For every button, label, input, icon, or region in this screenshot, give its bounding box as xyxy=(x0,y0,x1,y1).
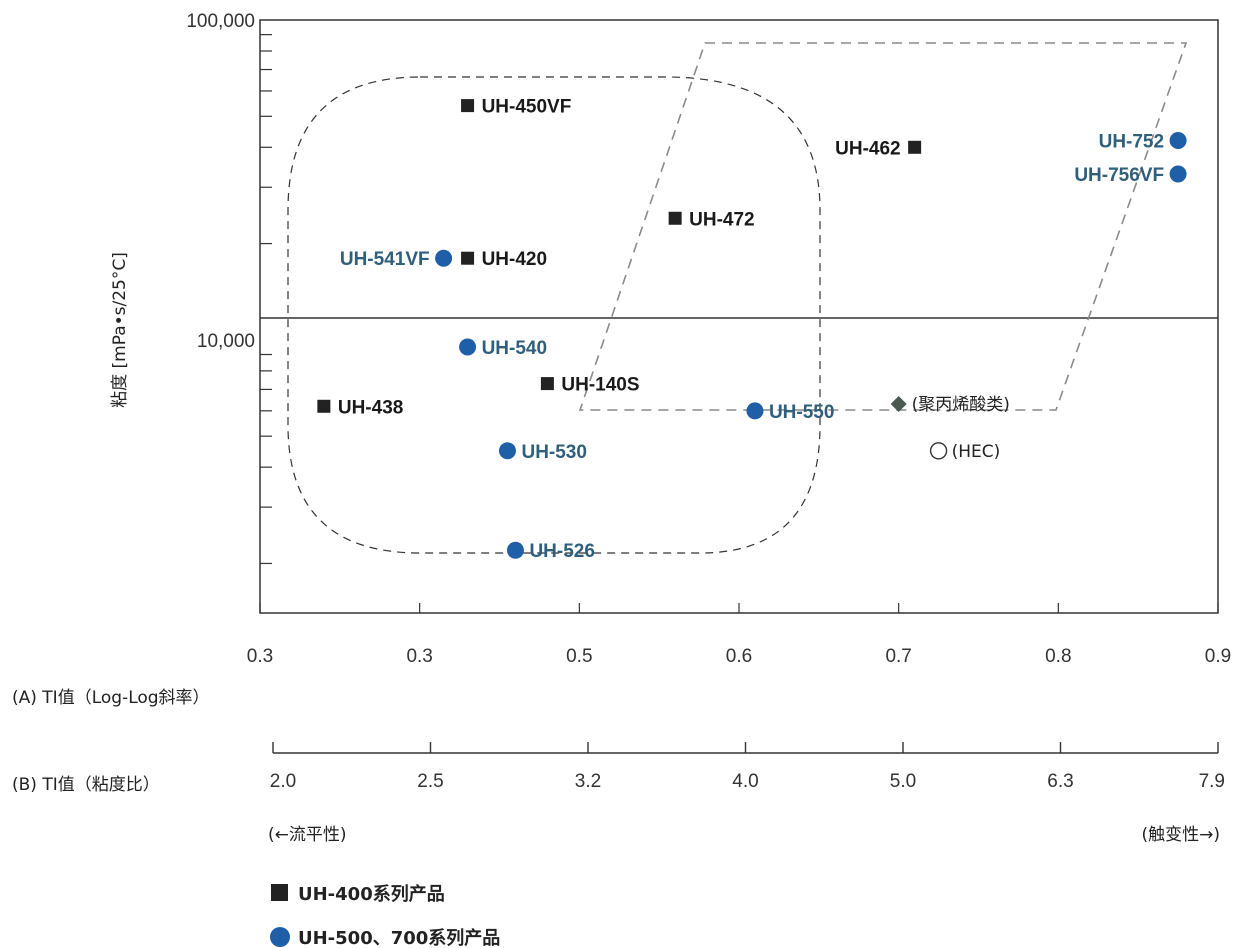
circle-marker xyxy=(1169,165,1187,183)
y-axis-title: 粘度 [mPa•s/25°C] xyxy=(110,252,130,408)
legend-circle-marker xyxy=(270,927,290,947)
point-label: UH-756VF xyxy=(1074,165,1164,186)
circle-marker xyxy=(498,442,516,460)
x-tick-label-a: 0.6 xyxy=(726,646,752,667)
y-tick-label: 100,000 xyxy=(186,11,255,32)
dashed-region-thixotropic xyxy=(578,42,1188,411)
x-axis-b-title: (B) TI值（粘度比） xyxy=(12,775,160,795)
point-label: UH-140S xyxy=(561,375,639,396)
point-label: UH-462 xyxy=(835,138,900,159)
circle-marker xyxy=(1169,132,1187,150)
circle-marker xyxy=(435,249,453,267)
circle-marker xyxy=(506,541,524,559)
x-axis-a-title: (A) TI值（Log-Log斜率） xyxy=(12,688,210,708)
y-axis-tick-labels: 100,000 10,000 xyxy=(186,11,255,352)
point-label: UH-450VF xyxy=(482,97,572,118)
point-label: UH-530 xyxy=(521,442,586,463)
x-axis-b-ticks xyxy=(272,742,1219,753)
x-tick-label-b: 4.0 xyxy=(732,771,758,792)
x-tick-label-a: 0.9 xyxy=(1205,646,1231,667)
legend: UH-400系列产品 UH-500、700系列产品 xyxy=(270,883,500,948)
point-label: UH-438 xyxy=(338,397,403,418)
x-tick-label-b: 3.2 xyxy=(575,771,601,792)
square-marker xyxy=(908,140,922,154)
square-marker xyxy=(317,399,331,413)
x-tick-label-a: 0.8 xyxy=(1045,646,1071,667)
point-label: UH-526 xyxy=(529,541,594,562)
legend-uh400-label: UH-400系列产品 xyxy=(298,883,445,905)
square-marker xyxy=(668,211,682,225)
point-label: UH-540 xyxy=(482,338,547,359)
x-tick-label-b: 6.3 xyxy=(1047,771,1073,792)
legend-square-marker xyxy=(271,884,288,901)
reference-label: (聚丙烯酸类) xyxy=(912,395,1010,415)
x-axis-a-ticks xyxy=(259,603,1219,613)
x-tick-label-b: 5.0 xyxy=(890,771,916,792)
x-tick-label-a: 0.3 xyxy=(247,646,273,667)
x-tick-label-b: 2.5 xyxy=(417,771,443,792)
square-marker xyxy=(461,99,475,113)
point-label: UH-752 xyxy=(1099,132,1164,153)
point-label: UH-420 xyxy=(482,249,547,270)
y-minor-ticks xyxy=(260,34,272,565)
plot-frame xyxy=(259,19,1219,614)
x-tick-label-b: 2.0 xyxy=(270,771,296,792)
x-tick-label-a: 0.7 xyxy=(885,646,911,667)
dashed-region-leveling xyxy=(287,76,821,554)
circle-marker xyxy=(746,402,764,420)
x-axis-b-tick-labels: 2.0 2.5 3.2 4.0 5.0 6.3 7.9 xyxy=(270,771,1225,792)
x-axis-a-tick-labels: 0.3 0.3 0.5 0.6 0.7 0.8 0.9 xyxy=(247,646,1231,667)
point-label: UH-550 xyxy=(769,402,834,423)
reference-label: (HEC) xyxy=(952,442,1001,462)
x-tick-label-a: 0.3 xyxy=(406,646,432,667)
x-tick-label-b: 7.9 xyxy=(1199,771,1225,792)
point-label: UH-472 xyxy=(689,209,754,230)
data-points: UH-450VF UH-462 UH-472 UH-420 UH-140S UH-438 U… xyxy=(317,97,1187,562)
square-marker xyxy=(540,377,554,391)
square-marker xyxy=(461,251,475,265)
open-circle-marker xyxy=(929,442,948,460)
point-label: UH-541VF xyxy=(340,249,430,270)
circle-marker xyxy=(459,338,477,356)
y-tick-label: 10,000 xyxy=(197,331,255,352)
x-tick-label-a: 0.5 xyxy=(566,646,592,667)
diamond-marker xyxy=(890,396,907,413)
thixotropy-note: (触变性→) xyxy=(1141,825,1220,845)
legend-uh500-label: UH-500、700系列产品 xyxy=(298,927,500,948)
leveling-note: (←流平性) xyxy=(268,825,347,845)
